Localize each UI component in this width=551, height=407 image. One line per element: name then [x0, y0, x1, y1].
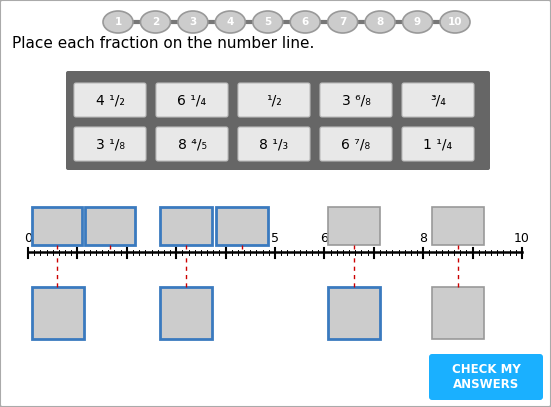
- Text: 6: 6: [301, 17, 309, 27]
- FancyBboxPatch shape: [238, 83, 310, 117]
- Ellipse shape: [440, 11, 470, 33]
- Text: 7: 7: [339, 17, 347, 27]
- Ellipse shape: [178, 11, 208, 33]
- Text: ³/₄: ³/₄: [430, 93, 446, 107]
- Text: 1: 1: [115, 17, 122, 27]
- Ellipse shape: [328, 11, 358, 33]
- FancyBboxPatch shape: [85, 207, 135, 245]
- Ellipse shape: [403, 11, 433, 33]
- Ellipse shape: [103, 11, 133, 33]
- FancyBboxPatch shape: [156, 83, 228, 117]
- Text: CHECK MY
ANSWERS: CHECK MY ANSWERS: [452, 363, 520, 391]
- FancyBboxPatch shape: [402, 127, 474, 161]
- FancyBboxPatch shape: [160, 287, 212, 339]
- Text: 1 ¹/₄: 1 ¹/₄: [423, 137, 452, 151]
- Text: 4 ¹/₂: 4 ¹/₂: [95, 93, 125, 107]
- Ellipse shape: [253, 11, 283, 33]
- Text: 1: 1: [73, 232, 82, 245]
- Text: 9: 9: [414, 17, 421, 27]
- FancyBboxPatch shape: [429, 354, 543, 400]
- Text: 5: 5: [264, 17, 272, 27]
- Text: 0: 0: [24, 232, 32, 245]
- Text: 6: 6: [321, 232, 328, 245]
- Text: 6 ⁷/₈: 6 ⁷/₈: [342, 137, 371, 151]
- Text: 2: 2: [123, 232, 131, 245]
- Text: Place each fraction on the number line.: Place each fraction on the number line.: [12, 37, 315, 52]
- Text: 3: 3: [172, 232, 180, 245]
- FancyBboxPatch shape: [74, 83, 146, 117]
- Text: 4: 4: [222, 232, 230, 245]
- Text: 2: 2: [152, 17, 159, 27]
- Text: 7: 7: [370, 232, 378, 245]
- Text: 3 ⁶/₈: 3 ⁶/₈: [342, 93, 370, 107]
- FancyBboxPatch shape: [432, 207, 484, 245]
- Text: 3: 3: [189, 17, 197, 27]
- Text: 8: 8: [376, 17, 383, 27]
- FancyBboxPatch shape: [216, 207, 268, 245]
- Text: 9: 9: [469, 232, 477, 245]
- Text: 8: 8: [419, 232, 427, 245]
- FancyBboxPatch shape: [66, 71, 490, 170]
- Ellipse shape: [215, 11, 245, 33]
- Ellipse shape: [365, 11, 395, 33]
- FancyBboxPatch shape: [160, 207, 212, 245]
- Text: 5: 5: [271, 232, 279, 245]
- Text: 4: 4: [226, 17, 234, 27]
- FancyBboxPatch shape: [328, 207, 380, 245]
- Text: 6 ¹/₄: 6 ¹/₄: [177, 93, 207, 107]
- Ellipse shape: [290, 11, 320, 33]
- FancyBboxPatch shape: [32, 207, 82, 245]
- Ellipse shape: [141, 11, 170, 33]
- FancyBboxPatch shape: [328, 287, 380, 339]
- FancyBboxPatch shape: [432, 287, 484, 339]
- Text: 10: 10: [514, 232, 530, 245]
- FancyBboxPatch shape: [320, 127, 392, 161]
- FancyBboxPatch shape: [156, 127, 228, 161]
- Text: 8 ⁴/₅: 8 ⁴/₅: [177, 137, 207, 151]
- Text: 8 ¹/₃: 8 ¹/₃: [260, 137, 289, 151]
- Text: 3 ¹/₈: 3 ¹/₈: [95, 137, 125, 151]
- FancyBboxPatch shape: [32, 287, 84, 339]
- Text: 10: 10: [448, 17, 462, 27]
- FancyBboxPatch shape: [74, 127, 146, 161]
- Text: ¹/₂: ¹/₂: [266, 93, 282, 107]
- FancyBboxPatch shape: [238, 127, 310, 161]
- FancyBboxPatch shape: [402, 83, 474, 117]
- FancyBboxPatch shape: [320, 83, 392, 117]
